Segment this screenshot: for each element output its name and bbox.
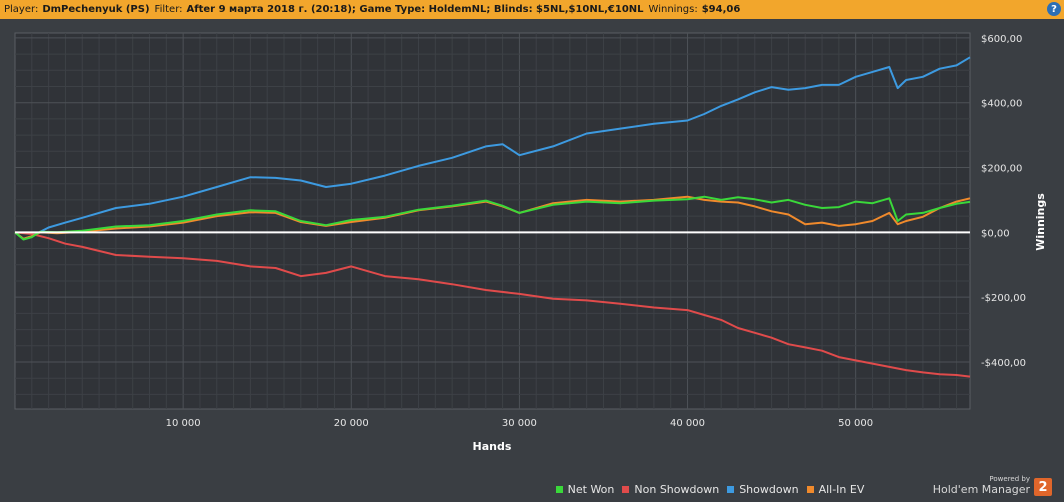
legend-swatch bbox=[622, 485, 630, 493]
legend-swatch bbox=[555, 485, 563, 493]
series-line-non-showdown bbox=[14, 231, 971, 378]
y-tick-label: -$200,00 bbox=[981, 293, 1026, 304]
x-tick-label: 40 000 bbox=[670, 418, 705, 429]
y-tick-label: -$400,00 bbox=[981, 358, 1026, 369]
series-layer bbox=[14, 56, 971, 378]
filter-bar: Player: DmPechenyuk (PS) Filter: After 9… bbox=[0, 0, 1064, 19]
winnings-value: $94,06 bbox=[701, 4, 741, 15]
player-value: DmPechenyuk (PS) bbox=[42, 4, 150, 15]
winnings-label: Winnings: bbox=[648, 4, 698, 15]
series-line-showdown bbox=[14, 56, 971, 240]
legend-swatch bbox=[806, 485, 814, 493]
x-tick-label: 50 000 bbox=[838, 418, 873, 429]
filter-label: Filter: bbox=[154, 4, 183, 15]
y-tick-label: $0,00 bbox=[981, 228, 1010, 239]
powered-by-text: Powered by bbox=[989, 475, 1030, 483]
legend-label: Showdown bbox=[739, 482, 799, 496]
y-tick-label: $600,00 bbox=[981, 34, 1022, 45]
series-line-all-in-ev bbox=[14, 195, 971, 240]
x-tick-label: 20 000 bbox=[334, 418, 369, 429]
plot-area bbox=[14, 32, 971, 410]
y-tick-label: $400,00 bbox=[981, 99, 1022, 110]
x-axis-title: Hands bbox=[473, 440, 512, 453]
legend-label: Net Won bbox=[567, 482, 615, 496]
product-name: Hold'em Manager bbox=[932, 483, 1030, 496]
legend-item-net-won[interactable]: Net Won bbox=[200, 482, 615, 496]
hm2-logo-icon: 2 bbox=[1034, 478, 1052, 496]
grid bbox=[15, 33, 970, 409]
help-icon[interactable]: ? bbox=[1047, 2, 1061, 16]
legend-label: Non Showdown bbox=[634, 482, 720, 496]
axis-layer: $600,00 $400,00 $200,00 $0,00 -$200,00 -$400,… bbox=[15, 34, 1047, 453]
legend-item-all-in-ev[interactable]: All-In EV bbox=[806, 482, 865, 496]
legend-item-showdown[interactable]: Showdown bbox=[727, 482, 799, 496]
y-tick-label: $200,00 bbox=[981, 164, 1022, 175]
branding: Powered by Hold'em Manager 2 bbox=[933, 475, 1052, 496]
filter-value: After 9 марта 2018 г. (20:18); Game Type… bbox=[186, 4, 644, 15]
legend-item-non-showdown[interactable]: Non Showdown bbox=[622, 483, 719, 496]
x-tick-label: 10 000 bbox=[166, 418, 201, 429]
legend: Net Won Non Showdown Showdown All-In EV bbox=[0, 482, 1064, 496]
legend-label: All-In EV bbox=[818, 482, 865, 496]
winnings-chart: $600,00 $400,00 $200,00 $0,00 -$200,00 -$400,… bbox=[14, 32, 1047, 453]
player-label: Player: bbox=[4, 4, 39, 15]
x-tick-label: 30 000 bbox=[502, 418, 537, 429]
series-line-net-won bbox=[14, 195, 971, 241]
y-axis-title: Winnings bbox=[1034, 193, 1047, 251]
legend-swatch bbox=[727, 485, 735, 493]
